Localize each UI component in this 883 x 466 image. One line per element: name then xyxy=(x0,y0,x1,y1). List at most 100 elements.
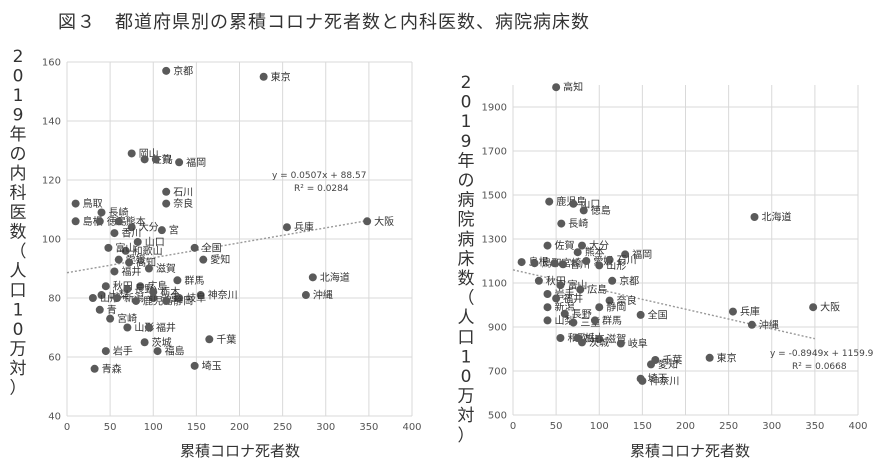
data-point xyxy=(556,334,565,342)
data-point xyxy=(363,217,372,226)
data-point xyxy=(579,206,588,215)
data-point xyxy=(162,296,171,305)
point-label: 鳥取 xyxy=(83,197,103,210)
data-point xyxy=(121,246,130,255)
x-tick-label: 250 xyxy=(719,421,738,432)
point-label: 長崎 xyxy=(568,217,588,230)
point-label: 全国 xyxy=(202,241,222,254)
point-label: 熊本 xyxy=(585,246,605,259)
data-point xyxy=(556,281,565,290)
y-tick-label: 1100 xyxy=(482,279,507,290)
data-point xyxy=(605,296,614,305)
data-point xyxy=(190,243,199,252)
point-label: 埼玉 xyxy=(202,359,222,372)
data-point xyxy=(590,316,599,325)
point-label: 愛知 xyxy=(658,358,678,371)
point-label: 山形 xyxy=(606,260,626,272)
point-label: 宮崎 xyxy=(117,312,137,325)
point-label: 大分 xyxy=(589,239,609,252)
data-point xyxy=(175,294,184,302)
data-point xyxy=(595,303,604,312)
data-point xyxy=(595,261,604,270)
data-point xyxy=(71,217,80,226)
y-tick-label: 60 xyxy=(48,353,61,364)
data-point xyxy=(106,314,115,323)
point-label: 福井 xyxy=(121,265,141,278)
y-tick-label: 80 xyxy=(48,294,61,305)
x-tick-label: 350 xyxy=(359,422,378,433)
point-label: 鳥 xyxy=(163,153,173,166)
data-point xyxy=(132,296,140,305)
data-point xyxy=(162,66,171,75)
point-label: 福岡 xyxy=(186,156,206,169)
data-point xyxy=(205,335,214,344)
data-point xyxy=(173,276,182,285)
point-label: 新潟 xyxy=(555,301,575,314)
data-point xyxy=(114,217,123,226)
x-tick-label: 250 xyxy=(273,422,292,433)
point-label: 埼玉 xyxy=(648,372,668,385)
y-tick-label: 1300 xyxy=(482,235,507,246)
data-point xyxy=(144,264,153,273)
trendline-r2: R² = 0.0284 xyxy=(294,184,349,194)
x-tick-label: 400 xyxy=(848,421,867,432)
x-tick-label: 50 xyxy=(104,422,117,433)
data-point xyxy=(140,338,149,347)
data-point xyxy=(638,376,647,385)
data-point xyxy=(110,229,119,238)
point-label: 岐阜 xyxy=(628,337,648,350)
point-label: 香川 xyxy=(121,228,141,240)
y-tick-label: 1700 xyxy=(482,147,507,158)
point-label: 青森 xyxy=(102,362,122,375)
data-point xyxy=(157,226,166,235)
y-tick-label: 40 xyxy=(48,412,61,423)
point-label: 茨城 xyxy=(152,336,172,349)
point-label: 群馬 xyxy=(184,274,204,287)
data-point xyxy=(127,149,136,158)
figure-title: 図３ 都道府県別の累積コロナ死者数と内科医数、病院病床数 xyxy=(58,12,590,33)
point-label: 広島 xyxy=(587,283,607,296)
data-point xyxy=(199,255,208,264)
x-tick-label: 100 xyxy=(590,421,609,432)
data-point xyxy=(728,307,737,316)
data-point xyxy=(552,294,561,303)
point-label: 神奈川 xyxy=(649,374,679,387)
point-label: 静岡 xyxy=(173,294,193,307)
data-point xyxy=(543,303,552,312)
data-point xyxy=(557,219,566,228)
point-label: 沖縄 xyxy=(313,289,333,302)
point-label: 大阪 xyxy=(820,301,840,314)
data-point xyxy=(301,291,310,300)
x-axis-label: 累積コロナ死者数 xyxy=(630,442,750,460)
trendline-equation: y = 0.0507x + 88.57 xyxy=(272,171,366,181)
data-point xyxy=(605,255,614,264)
data-point xyxy=(104,243,113,252)
data-point xyxy=(190,361,199,370)
y-tick-label: 100 xyxy=(42,235,61,246)
data-point xyxy=(95,217,104,226)
data-point xyxy=(543,290,552,298)
point-label: 青 xyxy=(107,303,117,316)
trendline-equation: y = -0.8949x + 1159.9 xyxy=(770,349,874,359)
data-point xyxy=(153,347,162,356)
x-axis-label: 累積コロナ死者数 xyxy=(180,442,300,460)
point-label: 栃木 xyxy=(160,286,180,299)
trendline-r2: R² = 0.0668 xyxy=(792,362,847,372)
point-label: 北海道 xyxy=(320,271,350,284)
point-label: 石川 xyxy=(617,255,637,266)
data-point xyxy=(175,158,184,167)
x-tick-label: 100 xyxy=(144,422,163,433)
data-point xyxy=(133,237,142,246)
point-label: 千葉 xyxy=(216,333,236,346)
point-label: 滋賀 xyxy=(156,262,176,275)
x-tick-label: 200 xyxy=(230,422,249,433)
data-point xyxy=(308,273,317,282)
data-point xyxy=(149,288,158,297)
point-label: 奈良 xyxy=(173,197,193,210)
data-point xyxy=(123,285,132,294)
data-point xyxy=(114,255,123,264)
point-label: 福岡 xyxy=(632,248,652,261)
point-label: 奈良 xyxy=(617,294,637,307)
point-label: 石川 xyxy=(173,187,193,198)
x-tick-label: 300 xyxy=(316,422,335,433)
